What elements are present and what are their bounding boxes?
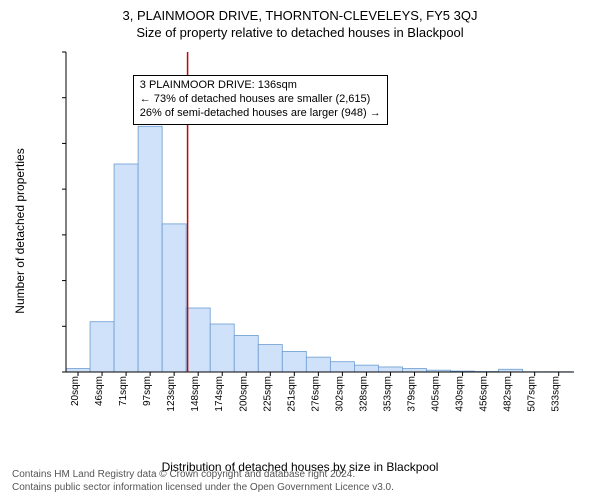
x-tick-label: 174sqm: [214, 376, 225, 412]
histogram-bar: [138, 126, 162, 372]
x-tick-label: 507sqm: [527, 376, 538, 412]
x-tick-label: 430sqm: [455, 376, 466, 412]
x-tick-label: 456sqm: [479, 376, 490, 412]
annotation-line: ← 73% of detached houses are smaller (2,…: [140, 93, 381, 107]
chart-container: 3, PLAINMOOR DRIVE, THORNTON-CLEVELEYS, …: [0, 0, 600, 500]
x-tick-label: 533sqm: [551, 376, 562, 412]
x-tick-label: 482sqm: [503, 376, 514, 412]
histogram-bar: [330, 361, 354, 371]
histogram-bar: [306, 357, 330, 372]
x-tick-label: 20sqm: [70, 376, 81, 406]
histogram-bar: [66, 368, 90, 371]
annotation-line: 26% of semi-detached houses are larger (…: [140, 107, 381, 121]
histogram-bar: [162, 224, 186, 372]
histogram-bar: [378, 367, 402, 372]
x-tick-label: 353sqm: [382, 376, 393, 412]
annotation-line: 3 PLAINMOOR DRIVE: 136sqm: [140, 79, 381, 93]
x-tick-label: 379sqm: [406, 376, 417, 412]
histogram-bar: [354, 365, 378, 372]
x-tick-label: 328sqm: [358, 376, 369, 412]
footer-text: Contains HM Land Registry data © Crown c…: [12, 469, 588, 494]
x-tick-label: 302sqm: [334, 376, 345, 412]
histogram-bar: [90, 321, 114, 371]
footer-line: Contains HM Land Registry data © Crown c…: [12, 469, 588, 482]
histogram-bar: [234, 335, 258, 372]
chart-title: 3, PLAINMOOR DRIVE, THORNTON-CLEVELEYS, …: [12, 8, 588, 25]
y-axis-label: Number of detached properties: [13, 148, 27, 313]
x-tick-label: 123sqm: [166, 376, 177, 412]
chart-subtitle: Size of property relative to detached ho…: [12, 25, 588, 42]
chart-area: Number of detached properties 3 PLAINMOO…: [60, 46, 580, 416]
x-tick-label: 200sqm: [238, 376, 249, 412]
x-tick-label: 97sqm: [142, 376, 153, 406]
x-tick-label: 225sqm: [262, 376, 273, 412]
x-tick-label: 148sqm: [190, 376, 201, 412]
footer-line: Contains public sector information licen…: [12, 482, 588, 495]
x-tick-label: 46sqm: [94, 376, 105, 406]
histogram-bar: [282, 351, 306, 372]
x-tick-label: 71sqm: [118, 376, 129, 406]
histogram-bar: [114, 164, 138, 372]
x-tick-label: 405sqm: [431, 376, 442, 412]
histogram-bar: [210, 324, 234, 372]
histogram-bar: [402, 368, 426, 371]
histogram-bar: [258, 344, 282, 371]
x-tick-label: 276sqm: [310, 376, 321, 412]
annotation-box: 3 PLAINMOOR DRIVE: 136sqm ← 73% of detac…: [133, 75, 388, 124]
x-tick-label: 251sqm: [286, 376, 297, 412]
histogram-bar: [186, 308, 210, 372]
